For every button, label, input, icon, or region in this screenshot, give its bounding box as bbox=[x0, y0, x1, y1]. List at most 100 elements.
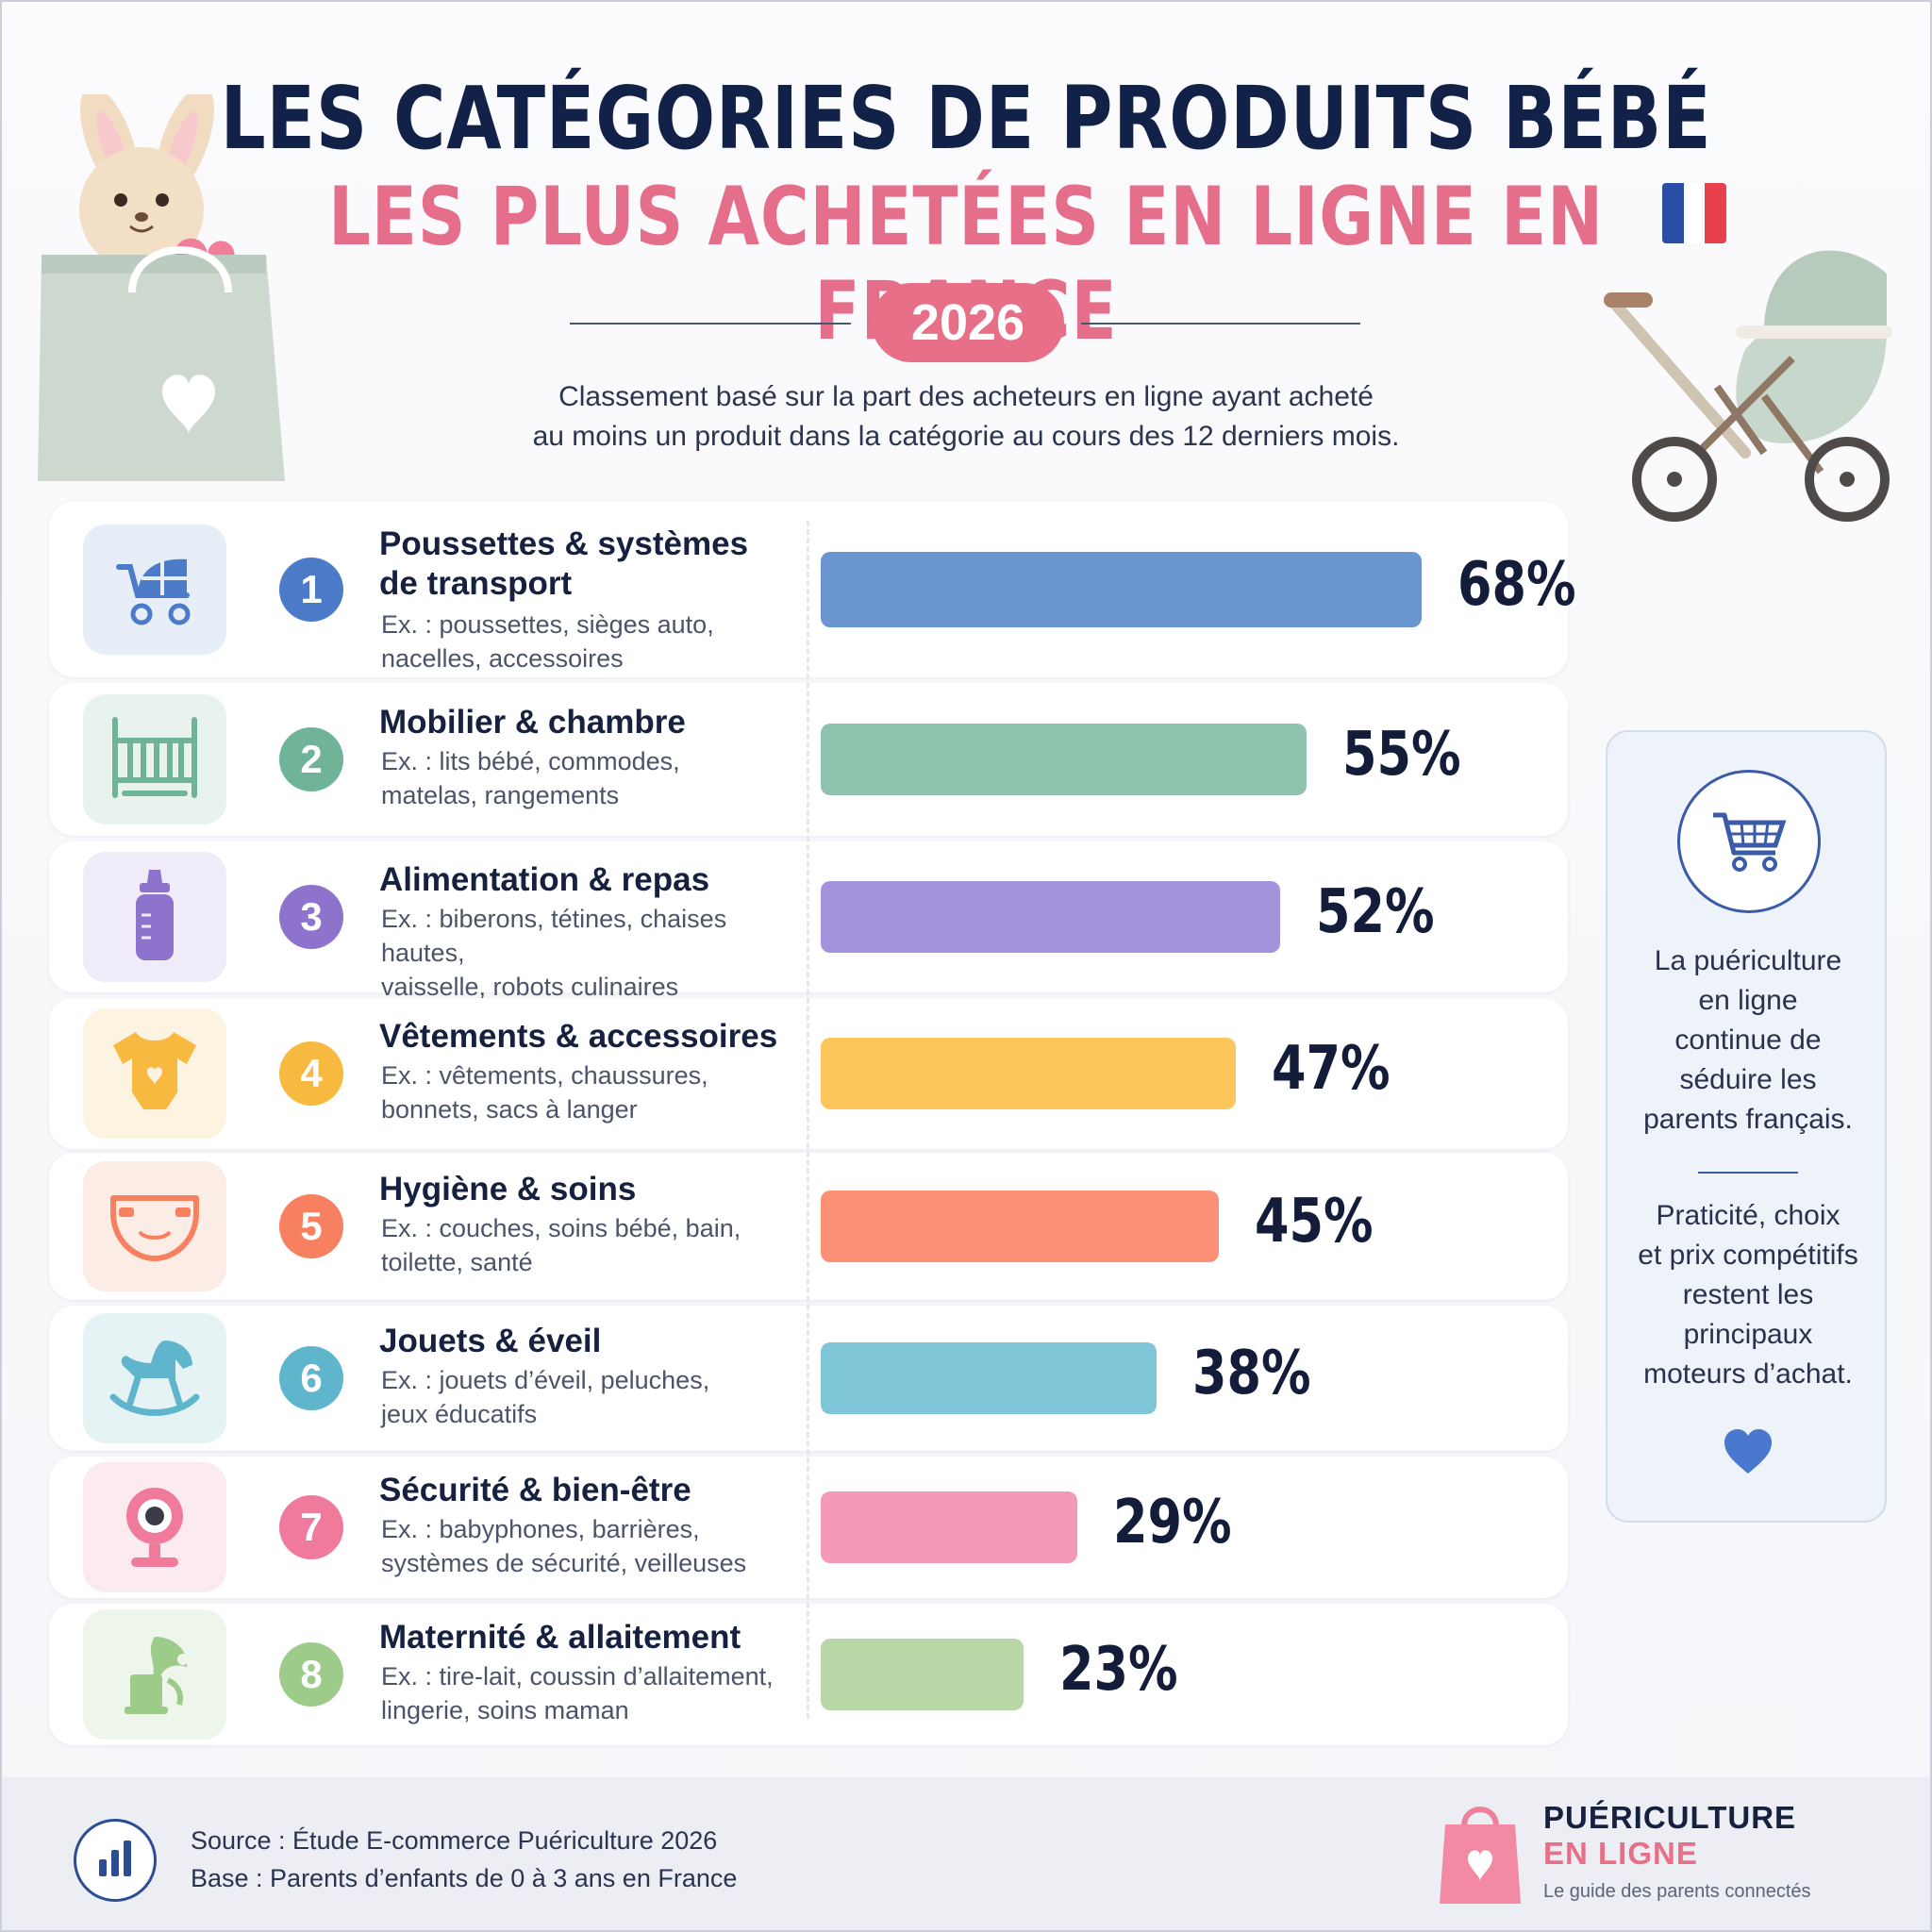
bar-mark bbox=[821, 1038, 1236, 1109]
category-name: Mobilier & chambre bbox=[379, 703, 832, 742]
subtitle-line-2: au moins un produit dans la catégorie au… bbox=[532, 421, 1400, 452]
footer: Source : Étude E-commerce Puériculture 2… bbox=[2, 1777, 1930, 1930]
example-line: Ex. : tire-lait, coussin d’allaitement, bbox=[381, 1662, 774, 1690]
insight-line: Praticité, choix bbox=[1656, 1200, 1840, 1231]
flag-stripe-blue bbox=[1662, 183, 1684, 243]
insight-line: en ligne bbox=[1698, 985, 1798, 1016]
example-line: Ex. : lits bébé, commodes, bbox=[381, 747, 680, 775]
baby-monitor-icon bbox=[112, 1478, 197, 1577]
breast-pump-icon bbox=[108, 1625, 202, 1724]
value-label: 52% bbox=[1316, 877, 1435, 947]
baby-bottle-icon bbox=[126, 866, 183, 969]
brand-name-line-1: PUÉRICULTURE bbox=[1543, 1800, 1797, 1835]
pram-icon bbox=[1604, 250, 1892, 522]
example-line: Ex. : couches, soins bébé, bain, bbox=[381, 1214, 741, 1242]
category-name-line: Jouets & éveil bbox=[379, 1323, 602, 1359]
bodysuit-icon bbox=[108, 1026, 202, 1122]
category-name: Poussettes & systèmes de transport bbox=[379, 525, 832, 604]
insight-line: parents français. bbox=[1643, 1104, 1853, 1135]
category-name: Alimentation & repas bbox=[379, 860, 832, 900]
insight-line: principaux bbox=[1683, 1319, 1813, 1350]
insight-line: restent les bbox=[1682, 1279, 1814, 1310]
rank-badge: 3 bbox=[279, 885, 343, 949]
example-line: bonnets, sacs à langer bbox=[381, 1095, 638, 1124]
example-line: systèmes de sécurité, veilleuses bbox=[381, 1549, 747, 1577]
rocking-horse-icon bbox=[106, 1331, 204, 1426]
category-name: Maternité & allaitement bbox=[379, 1618, 832, 1657]
value-label: 55% bbox=[1342, 720, 1461, 790]
rank-badge: 6 bbox=[279, 1346, 343, 1410]
category-examples: Ex. : biberons, tétines, chaises hautes,… bbox=[381, 902, 815, 1004]
crib-icon bbox=[106, 712, 204, 808]
category-examples: Ex. : vêtements, chaussures, bonnets, sac… bbox=[381, 1058, 815, 1126]
bar-mark bbox=[821, 1639, 1024, 1710]
bar-mark bbox=[821, 881, 1280, 953]
value-label: 38% bbox=[1192, 1339, 1311, 1408]
example-line: Ex. : vêtements, chaussures, bbox=[381, 1061, 708, 1090]
bar-mark bbox=[821, 1491, 1077, 1563]
rank-badge: 2 bbox=[279, 727, 343, 791]
category-examples: Ex. : lits bébé, commodes, matelas, range… bbox=[381, 744, 815, 812]
title-line-2: LES PLUS ACHETÉES EN LIGNE EN FRANCE bbox=[327, 170, 1604, 358]
crib-icon-tile bbox=[83, 694, 226, 824]
category-name: Jouets & éveil bbox=[379, 1322, 832, 1361]
bunny-gift-bag-icon bbox=[38, 94, 285, 481]
insight-line: moteurs d’achat. bbox=[1643, 1358, 1853, 1390]
rank-badge: 1 bbox=[279, 558, 343, 622]
bodysuit-icon-tile bbox=[83, 1008, 226, 1139]
stroller-icon bbox=[109, 542, 200, 638]
insight-separator bbox=[1698, 1172, 1798, 1174]
category-name-line: Vêtements & accessoires bbox=[379, 1018, 778, 1055]
example-line: lingerie, soins maman bbox=[381, 1696, 629, 1724]
insight-card: La puériculture en ligne continue de séduir… bbox=[1606, 730, 1887, 1523]
bar-mark bbox=[821, 724, 1307, 795]
year-badge: 2026 bbox=[872, 283, 1064, 362]
example-line: matelas, rangements bbox=[381, 781, 620, 809]
source-text: Source : Étude E-commerce Puériculture 2… bbox=[191, 1826, 718, 1855]
category-name-line: Maternité & allaitement bbox=[379, 1619, 741, 1656]
baby-bottle-icon-tile bbox=[83, 852, 226, 982]
insight-line: et prix compétitifs bbox=[1638, 1240, 1858, 1271]
stroller-icon-tile bbox=[83, 525, 226, 655]
shopping-bag-logo-icon bbox=[1440, 1807, 1521, 1904]
value-label: 45% bbox=[1255, 1187, 1374, 1257]
example-line: Ex. : biberons, tétines, chaises hautes, bbox=[381, 905, 727, 967]
insight-text-1: La puériculture en ligne continue de séduir… bbox=[1617, 941, 1879, 1140]
example-line: Ex. : jouets d’éveil, peluches, bbox=[381, 1366, 710, 1394]
category-name: Hygiène & soins bbox=[379, 1170, 832, 1209]
rank-badge: 4 bbox=[279, 1041, 343, 1106]
category-examples: Ex. : couches, soins bébé, bain, toilette… bbox=[381, 1211, 815, 1279]
subtitle-line-1: Classement basé sur la part des acheteur… bbox=[558, 381, 1374, 412]
category-name-line: Mobilier & chambre bbox=[379, 704, 686, 741]
example-line: vaisselle, robots culinaires bbox=[381, 973, 679, 1001]
category-name-line: Hygiène & soins bbox=[379, 1171, 637, 1208]
rank-badge: 8 bbox=[279, 1642, 343, 1707]
rank-badge: 7 bbox=[279, 1495, 343, 1559]
breast-pump-icon-tile bbox=[83, 1609, 226, 1740]
rank-badge: 5 bbox=[279, 1194, 343, 1258]
category-examples: Ex. : jouets d’éveil, peluches, jeux éduc… bbox=[381, 1363, 815, 1431]
baby-monitor-icon-tile bbox=[83, 1462, 226, 1592]
insight-line: La puériculture bbox=[1654, 945, 1842, 976]
example-line: jeux éducatifs bbox=[381, 1400, 538, 1428]
bar-mark bbox=[821, 1191, 1219, 1262]
year-divider-right bbox=[1081, 323, 1360, 325]
category-examples: Ex. : babyphones, barrières, systèmes de … bbox=[381, 1512, 815, 1580]
category-name-line: de transport bbox=[379, 565, 573, 602]
bar-mark bbox=[821, 1342, 1157, 1414]
bar-chart-icon bbox=[74, 1819, 157, 1902]
category-name-line: Poussettes & systèmes bbox=[379, 525, 749, 562]
example-line: nacelles, accessoires bbox=[381, 644, 624, 673]
value-label: 47% bbox=[1272, 1034, 1391, 1104]
category-name: Sécurité & bien-être bbox=[379, 1471, 832, 1510]
title-line-1: LES CATÉGORIES DE PRODUITS BÉBÉ bbox=[220, 68, 1712, 169]
insight-line: continue de bbox=[1674, 1024, 1822, 1056]
dashed-divider bbox=[807, 521, 809, 1719]
heart-icon bbox=[1724, 1429, 1772, 1474]
category-name: Vêtements & accessoires bbox=[379, 1017, 832, 1057]
rocking-horse-icon-tile bbox=[83, 1313, 226, 1443]
brand-tagline: Le guide des parents connectés bbox=[1543, 1881, 1811, 1902]
example-line: Ex. : poussettes, sièges auto, bbox=[381, 610, 714, 639]
example-line: toilette, santé bbox=[381, 1248, 533, 1276]
shopping-cart-icon bbox=[1713, 812, 1787, 872]
